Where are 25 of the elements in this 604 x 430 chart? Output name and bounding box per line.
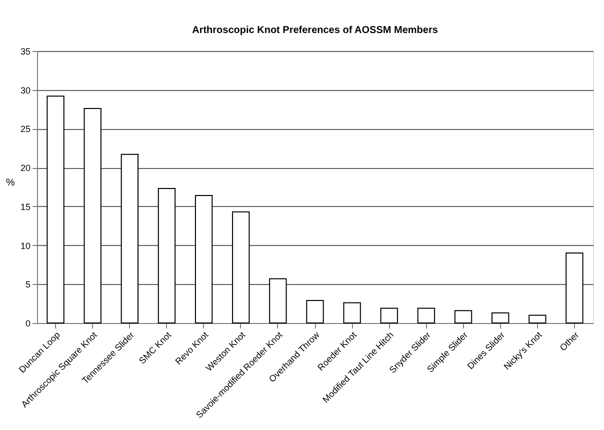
- bar: [528, 314, 546, 324]
- bar: [84, 108, 102, 324]
- bar: [158, 188, 176, 324]
- bar: [343, 302, 361, 324]
- y-tick-label: 5: [25, 280, 30, 290]
- y-tick-label: 15: [20, 202, 30, 212]
- bar: [417, 308, 436, 324]
- chart-title: Arthroscopic Knot Preferences of AOSSM Members: [192, 25, 438, 36]
- bar: [46, 96, 64, 324]
- bar: [491, 312, 510, 324]
- y-tick-label: 20: [20, 163, 30, 174]
- bar: [380, 308, 398, 324]
- bar: [306, 300, 324, 324]
- bar: [269, 278, 287, 324]
- bar: [194, 195, 213, 324]
- y-axis-title: %: [6, 178, 16, 188]
- y-tick-label: 30: [20, 85, 30, 96]
- bar: [120, 154, 139, 324]
- y-tick-label: 25: [20, 124, 30, 134]
- y-tick-label: 0: [25, 318, 30, 328]
- bar: [566, 252, 584, 324]
- y-tick-label: 35: [20, 46, 30, 56]
- y-tick-label: 10: [20, 240, 30, 251]
- bar: [454, 310, 472, 324]
- bar: [232, 211, 250, 324]
